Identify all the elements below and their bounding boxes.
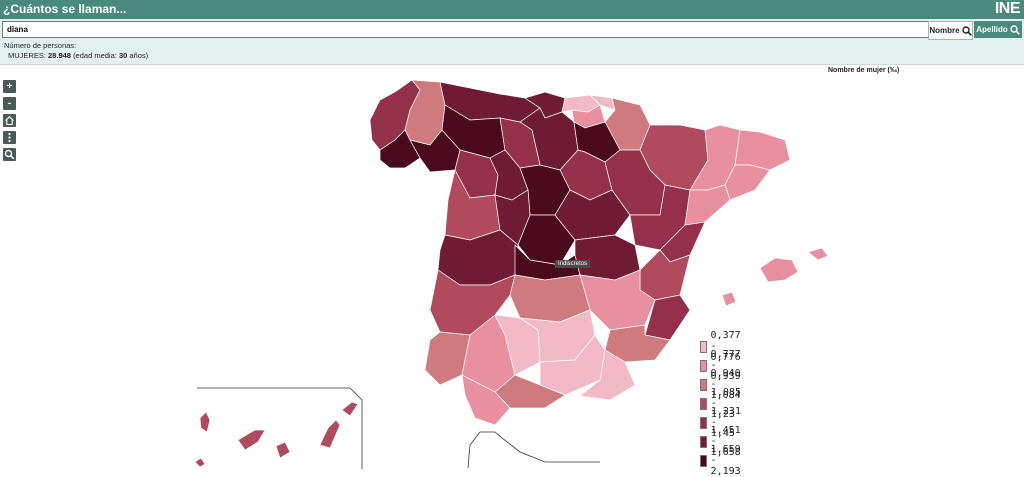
legend-swatch xyxy=(700,397,707,410)
search-icon xyxy=(1010,24,1020,35)
count-value: 28.948 xyxy=(48,51,71,60)
province-guadalajara[interactable] xyxy=(554,189,631,241)
island-tenerife[interactable] xyxy=(237,429,266,451)
home-icon xyxy=(5,116,14,126)
legend-item: 1,085 - 1,23 xyxy=(700,387,746,420)
app-title: ¿Cuántos se llaman... xyxy=(3,2,127,16)
legend-swatch xyxy=(700,378,707,391)
count-label: Número de personas: xyxy=(4,41,77,50)
info-bar xyxy=(0,40,1024,65)
legend-label: 0,777 - 0,939 xyxy=(710,349,741,382)
province-cadiz[interactable] xyxy=(461,374,511,426)
avg-age-prefix: (edad media: xyxy=(73,51,117,60)
province-tarragona[interactable] xyxy=(684,184,731,226)
search-apellido-button[interactable]: Apellido xyxy=(974,21,1022,38)
legend-item: 1,659 - 2,193 xyxy=(700,444,746,477)
map-title: Nombre de mujer (‰) xyxy=(828,67,900,74)
province-badajoz[interactable] xyxy=(429,269,516,336)
avg-age-value: 30 xyxy=(118,51,128,60)
map-tooltip: Indiscretos xyxy=(555,260,591,268)
province-girona[interactable] xyxy=(734,129,791,171)
home-button[interactable] xyxy=(3,114,16,127)
legend-label: 1,451 - 1,658 xyxy=(710,425,741,458)
zoom-in-button[interactable]: + xyxy=(3,80,16,93)
island-lanzarote[interactable] xyxy=(341,401,359,417)
province-valencia[interactable] xyxy=(639,249,691,301)
gender-label: MUJERES: xyxy=(8,51,46,60)
legend-item: 1,231 - 1,45 xyxy=(700,406,746,439)
island-mallorca[interactable] xyxy=(759,257,799,283)
legend-item: 0,377 - 0,776 xyxy=(700,330,746,363)
more-vertical-icon xyxy=(8,132,11,143)
island-fuerteventura[interactable] xyxy=(319,419,341,449)
legend-swatch xyxy=(700,435,707,448)
legend-label: 1,231 - 1,45 xyxy=(710,406,741,439)
legend-label: 0,377 - 0,776 xyxy=(710,330,741,363)
search-icon xyxy=(4,149,15,160)
legend-item: 0,940 - 1,084 xyxy=(700,368,746,401)
province-almeria[interactable] xyxy=(579,349,636,401)
province-caceres[interactable] xyxy=(437,229,519,286)
legend-label: 1,085 - 1,23 xyxy=(710,387,741,420)
legend-swatch xyxy=(700,340,707,353)
province-cuenca[interactable] xyxy=(574,234,641,281)
zoom-out-button[interactable]: - xyxy=(3,97,16,110)
province-albacete[interactable] xyxy=(579,269,656,331)
legend-label: 1,659 - 2,193 xyxy=(710,444,741,477)
avg-age-suffix: años) xyxy=(129,51,149,60)
count-line: MUJERES: 28.948 (edad media: 30 años) xyxy=(8,51,148,60)
island-gran-canaria[interactable] xyxy=(275,441,291,459)
legend-item: 1,451 - 1,658 xyxy=(700,425,746,458)
top-bar xyxy=(0,0,1024,19)
province-alicante[interactable] xyxy=(644,294,691,341)
legend-swatch xyxy=(700,359,707,372)
island-el-hierro[interactable] xyxy=(194,457,206,468)
search-nombre-button[interactable]: Nombre xyxy=(928,21,973,40)
search-icon xyxy=(961,25,972,36)
island-menorca[interactable] xyxy=(807,247,829,261)
legend-item: 0,777 - 0,939 xyxy=(700,349,746,382)
nombre-label: Nombre xyxy=(929,26,960,35)
island-la-palma[interactable] xyxy=(199,411,211,433)
ine-logo: INE xyxy=(994,0,1021,17)
legend-swatch xyxy=(700,454,707,467)
apellido-label: Apellido xyxy=(976,25,1008,34)
island-ibiza[interactable] xyxy=(721,291,737,307)
search-input[interactable] xyxy=(2,21,934,38)
legend-swatch xyxy=(700,416,707,429)
africa-coastline xyxy=(467,431,600,469)
legend-label: 0,940 - 1,084 xyxy=(710,368,741,401)
menu-button[interactable] xyxy=(3,131,16,144)
map-search-button[interactable] xyxy=(3,148,16,161)
canary-inset-frame xyxy=(197,387,363,469)
